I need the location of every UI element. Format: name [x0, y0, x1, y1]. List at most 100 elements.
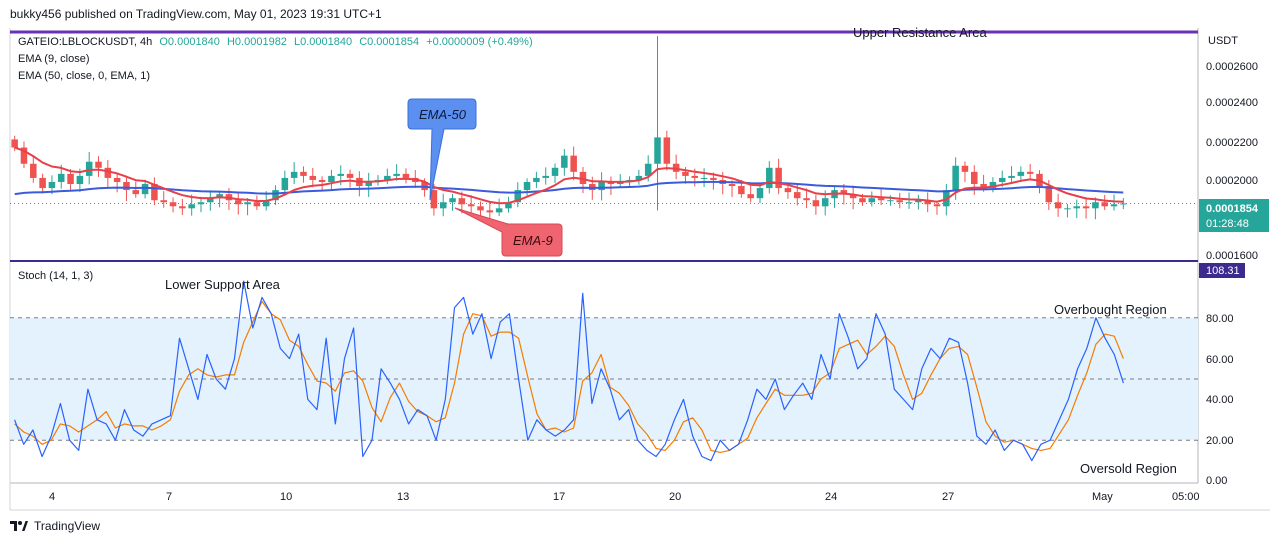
candle-body [598, 181, 605, 191]
candle-body [169, 202, 177, 207]
ema9-legend[interactable]: EMA (9, close) [18, 53, 90, 65]
candle-body [1064, 208, 1071, 210]
candle-body [1082, 206, 1090, 209]
candle-body [430, 190, 438, 209]
candle-body [477, 206, 484, 211]
candle-body [346, 173, 354, 178]
last-price-value: 0.0001854 [1206, 203, 1259, 215]
candle-body [933, 204, 941, 207]
candle-body [123, 181, 130, 191]
candle-body [514, 190, 522, 203]
candle-body [616, 181, 624, 185]
stoch-tick: 20.00 [1206, 435, 1234, 447]
time-tick: 20 [669, 491, 681, 503]
time-tick: May [1092, 491, 1113, 503]
candle-body [1101, 202, 1108, 207]
grid-layer [10, 202, 1198, 441]
candle-body [262, 200, 270, 207]
candle-body [915, 200, 922, 203]
candle-body [290, 171, 298, 178]
candle-body [365, 181, 372, 187]
candle-body [635, 175, 643, 180]
candle-body [607, 181, 615, 185]
candle-body [132, 190, 140, 195]
overbought-label: Overbought Region [1054, 302, 1167, 317]
candle-body [104, 167, 112, 178]
candle-body [76, 175, 84, 185]
ema9-line [14, 146, 1124, 205]
candle-body [328, 175, 335, 182]
candle-body [924, 200, 931, 205]
candle-body [495, 208, 503, 213]
candle-body [672, 163, 680, 172]
candle-body [551, 167, 559, 176]
stoch-badge-value: 108.31 [1206, 265, 1240, 277]
candle-body [868, 198, 876, 203]
candle-body [402, 173, 410, 178]
price-tick: 0.0002200 [1206, 137, 1258, 149]
candle-body [1120, 203, 1127, 205]
candle-body [197, 202, 205, 205]
candle-body [738, 186, 745, 195]
candle-body [439, 202, 447, 209]
candle-body [449, 198, 456, 203]
tradingview-logo-icon [10, 521, 28, 531]
footer-brand: TradingView [34, 519, 101, 533]
upper-resistance-label: Upper Resistance Area [853, 25, 987, 40]
ema9-callout[interactable]: EMA-9 [454, 207, 563, 257]
candle-body [859, 198, 866, 203]
stoch-tick: 40.00 [1206, 394, 1234, 406]
symbol-name: GATEIO:LBLOCKUSDT, 4h [18, 36, 152, 48]
ohlc-high: H0.0001982 [227, 36, 287, 48]
candle-body [700, 177, 708, 179]
stoch-legend[interactable]: Stoch (14, 1, 3) [18, 270, 93, 282]
candle-body [337, 173, 345, 176]
candle-body [905, 202, 913, 204]
candle-body [244, 202, 251, 205]
candle-body [952, 165, 959, 191]
ohlc-open: O0.0001840 [159, 36, 220, 48]
time-tick: 10 [280, 491, 292, 503]
ohlc-close: C0.0001854 [359, 36, 419, 48]
ema-layer [14, 146, 1124, 205]
candle-body [747, 194, 754, 199]
candle-body [1026, 171, 1034, 174]
candle-body [523, 181, 531, 191]
ohlc-change: +0.0000009 (+0.49%) [426, 36, 532, 48]
candle-body [11, 139, 18, 148]
candle-body [663, 137, 671, 164]
stoch-layer [14, 280, 1124, 462]
candle-body [1045, 186, 1053, 203]
stoch-tick: 80.00 [1206, 313, 1234, 325]
price-tick: 0.0001600 [1206, 250, 1258, 262]
candle-body [20, 147, 28, 164]
footer: TradingView [10, 519, 100, 533]
candle-body [896, 200, 904, 203]
time-tick: 13 [397, 491, 409, 503]
candle-body [300, 171, 307, 176]
candle-body [1092, 202, 1099, 209]
candle-body [393, 173, 400, 176]
candle-body [57, 173, 65, 182]
time-tick: 7 [166, 491, 172, 503]
candle-body [784, 188, 792, 193]
candle-body [30, 163, 37, 178]
lower-support-label: Lower Support Area [165, 277, 281, 292]
published-header: bukky456 published on TradingView.com, M… [10, 7, 382, 21]
ema50-callout[interactable]: EMA-50 [407, 98, 477, 201]
candle-body [216, 194, 223, 199]
candle-body [756, 188, 764, 199]
ema50-legend[interactable]: EMA (50, close, 0, EMA, 1) [18, 70, 150, 82]
candle-body [85, 161, 93, 176]
candle-body [989, 181, 997, 189]
candle-body [318, 179, 326, 182]
candle-body [1017, 171, 1025, 176]
ema50-line [14, 180, 1124, 196]
candle-body [887, 200, 894, 202]
price-tick: 0.0002400 [1206, 97, 1258, 109]
candle-body [253, 202, 261, 207]
time-tick: 17 [553, 491, 565, 503]
candle-body [234, 200, 242, 205]
candle-body [160, 200, 167, 203]
